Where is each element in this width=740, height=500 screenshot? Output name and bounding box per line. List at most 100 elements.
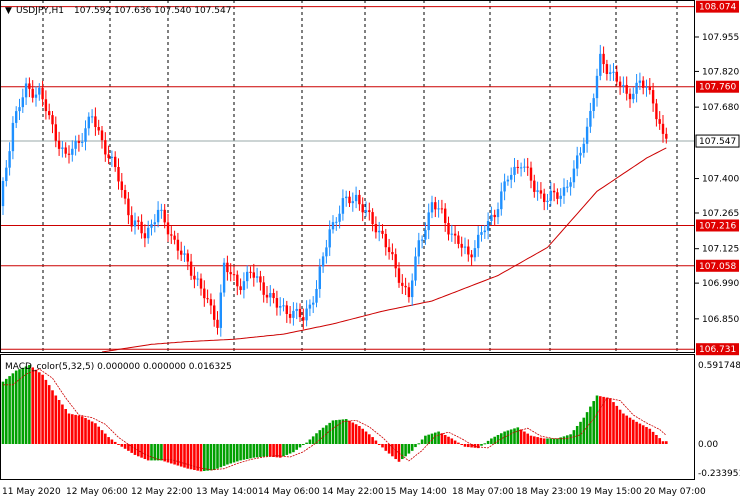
candle-body[interactable]: [361, 204, 364, 213]
candle-body[interactable]: [506, 179, 510, 182]
candle-body[interactable]: [64, 147, 67, 154]
candle-body[interactable]: [38, 87, 41, 95]
candle-body[interactable]: [605, 64, 609, 74]
candle-body[interactable]: [526, 166, 529, 168]
candle-body[interactable]: [546, 200, 549, 203]
candle-body[interactable]: [282, 305, 285, 307]
candle-body[interactable]: [275, 298, 279, 308]
candle-body[interactable]: [312, 302, 315, 305]
candle-body[interactable]: [460, 243, 463, 248]
candle-body[interactable]: [298, 308, 302, 318]
candle-body[interactable]: [163, 209, 166, 223]
candle-body[interactable]: [609, 72, 612, 74]
candle-body[interactable]: [34, 94, 38, 98]
candle-body[interactable]: [61, 147, 64, 149]
candle-body[interactable]: [562, 187, 566, 196]
candle-body[interactable]: [104, 140, 107, 155]
candle-body[interactable]: [288, 314, 292, 318]
candle-body[interactable]: [153, 222, 156, 225]
candle-body[interactable]: [572, 168, 576, 183]
candle-body[interactable]: [589, 110, 592, 127]
candle-body[interactable]: [486, 220, 490, 231]
candle-body[interactable]: [186, 253, 189, 262]
candle-body[interactable]: [51, 115, 54, 125]
candle-body[interactable]: [661, 123, 665, 134]
candle-body[interactable]: [424, 230, 427, 240]
candle-body[interactable]: [397, 268, 401, 283]
candle-body[interactable]: [117, 166, 120, 182]
candle-body[interactable]: [54, 124, 57, 141]
candle-body[interactable]: [345, 196, 348, 199]
candle-body[interactable]: [536, 190, 539, 192]
candle-body[interactable]: [579, 152, 582, 156]
candle-body[interactable]: [18, 107, 21, 112]
candle-body[interactable]: [305, 308, 308, 321]
candle-body[interactable]: [411, 280, 414, 298]
candle-body[interactable]: [90, 116, 94, 118]
candle-body[interactable]: [147, 227, 150, 239]
candle-body[interactable]: [483, 230, 486, 233]
candle-body[interactable]: [420, 239, 424, 241]
candle-body[interactable]: [196, 278, 199, 280]
candle-body[interactable]: [137, 220, 140, 222]
candle-body[interactable]: [519, 167, 523, 169]
candle-body[interactable]: [100, 130, 104, 141]
candle-body[interactable]: [391, 252, 394, 255]
candle-body[interactable]: [539, 190, 543, 194]
candle-body[interactable]: [156, 209, 160, 223]
candle-body[interactable]: [470, 254, 473, 258]
candle-body[interactable]: [371, 212, 374, 225]
collapse-arrow-icon[interactable]: ▼: [5, 6, 12, 16]
candle-body[interactable]: [496, 209, 500, 218]
candle-body[interactable]: [31, 88, 34, 98]
candle-body[interactable]: [437, 208, 440, 210]
candle-body[interactable]: [114, 156, 117, 167]
candle-body[interactable]: [189, 261, 193, 276]
candle-body[interactable]: [523, 166, 526, 168]
candle-body[interactable]: [552, 190, 556, 193]
candle-body[interactable]: [595, 75, 599, 99]
candle-body[interactable]: [358, 194, 361, 205]
candle-body[interactable]: [368, 210, 371, 213]
candle-body[interactable]: [269, 293, 272, 298]
candle-body[interactable]: [493, 214, 496, 218]
candle-body[interactable]: [302, 317, 305, 321]
candle-body[interactable]: [94, 116, 97, 128]
candle-body[interactable]: [576, 155, 579, 169]
candle-body[interactable]: [341, 198, 345, 214]
candle-body[interactable]: [285, 305, 288, 315]
candle-body[interactable]: [173, 235, 176, 240]
candle-body[interactable]: [582, 143, 585, 153]
candle-body[interactable]: [176, 239, 180, 251]
candle-body[interactable]: [645, 86, 648, 88]
candle-body[interactable]: [665, 133, 668, 139]
candle-body[interactable]: [183, 253, 186, 255]
candle-body[interactable]: [74, 141, 77, 149]
candle-body[interactable]: [8, 151, 11, 168]
candle-body[interactable]: [480, 232, 483, 235]
candle-body[interactable]: [110, 156, 114, 159]
candle-body[interactable]: [279, 306, 282, 308]
candle-body[interactable]: [477, 234, 480, 249]
candle-body[interactable]: [599, 53, 602, 76]
candle-body[interactable]: [325, 247, 328, 257]
candle-body[interactable]: [242, 281, 246, 291]
candle-body[interactable]: [510, 174, 513, 180]
candle-body[interactable]: [364, 210, 368, 213]
candle-body[interactable]: [180, 250, 183, 255]
candle-body[interactable]: [239, 286, 242, 291]
candle-body[interactable]: [140, 221, 143, 234]
candle-body[interactable]: [209, 299, 213, 306]
candle-body[interactable]: [123, 190, 127, 199]
candle-body[interactable]: [262, 282, 265, 295]
candle-body[interactable]: [1, 181, 5, 207]
candle-body[interactable]: [351, 201, 354, 204]
candle-body[interactable]: [48, 111, 51, 116]
candle-body[interactable]: [67, 153, 71, 155]
candle-body[interactable]: [559, 195, 562, 199]
candle-body[interactable]: [328, 229, 331, 248]
candle-body[interactable]: [543, 193, 546, 203]
candle-body[interactable]: [15, 111, 18, 123]
candle-body[interactable]: [216, 319, 219, 328]
